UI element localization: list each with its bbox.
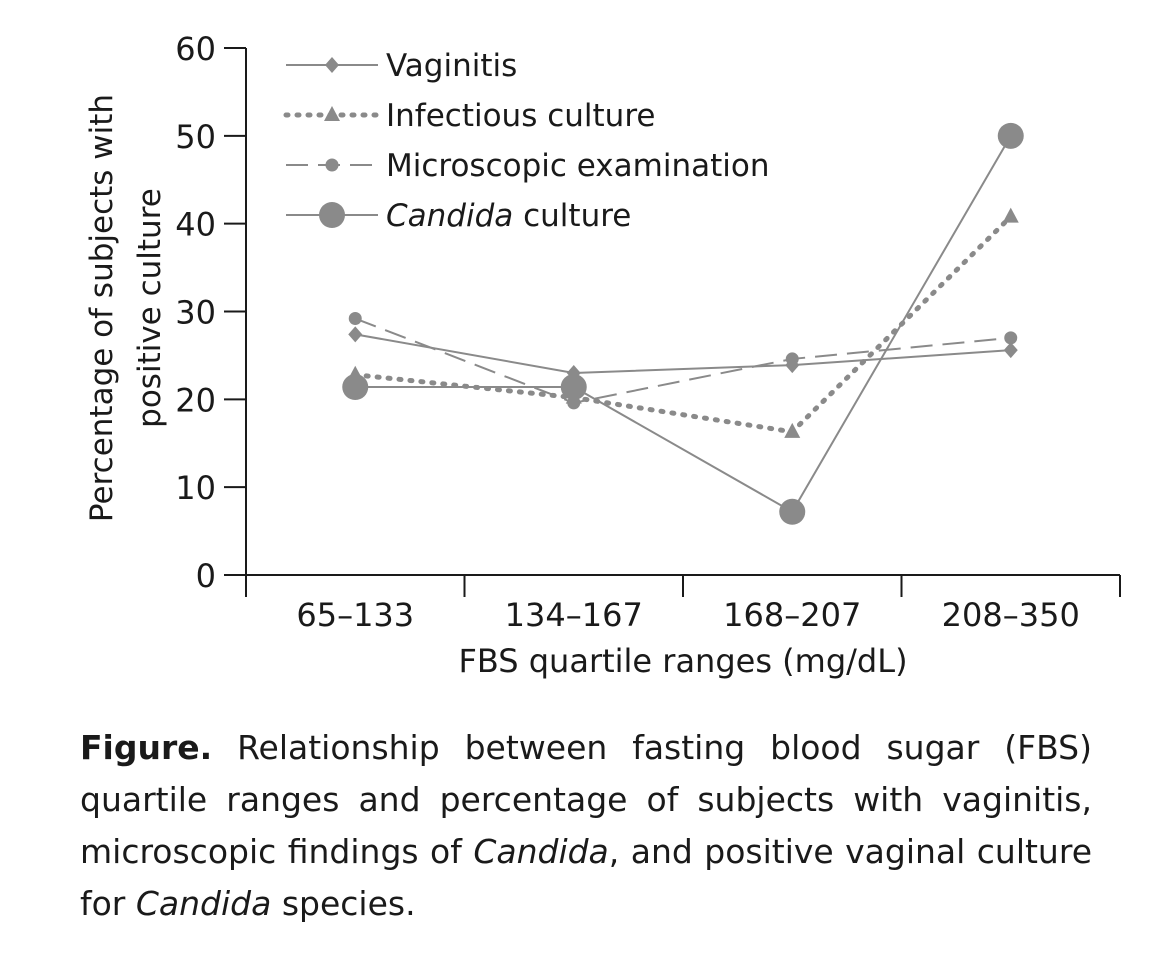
series-line — [354, 317, 1011, 404]
figure-caption: Figure. Relationship between fasting blo… — [80, 722, 1092, 930]
axes: 0 10 20 30 40 50 60 65–133 134–167 168–207 208–350 — [175, 30, 1121, 634]
data-point — [1002, 207, 1019, 223]
data-point — [348, 312, 362, 326]
legend-marker — [324, 106, 340, 121]
data-point — [348, 326, 363, 343]
x-tick-label: 134–167 — [505, 596, 643, 634]
legend-label-rest: culture — [513, 198, 631, 234]
caption-italic-2: Candida — [135, 884, 272, 923]
legend-label: Vaginitis — [386, 48, 517, 84]
y-tick-label: 20 — [175, 381, 216, 419]
series-2 — [347, 207, 1019, 438]
y-tick-label: 10 — [175, 469, 216, 507]
legend-item-2: Infectious culture — [283, 98, 655, 134]
data-point — [1004, 331, 1018, 345]
y-tick-label: 60 — [175, 30, 216, 68]
y-axis-label-line2: positive culture — [132, 188, 168, 428]
series-line — [352, 214, 1014, 435]
data-point — [560, 374, 587, 401]
legend-marker — [325, 158, 339, 172]
y-tick-label: 30 — [175, 294, 216, 332]
data-point — [785, 352, 799, 366]
legend-label: Microscopic examination — [386, 148, 770, 184]
y-tick-label: 0 — [196, 557, 216, 595]
series-layer — [342, 122, 1024, 525]
y-tick-label: 50 — [175, 118, 216, 156]
series-line — [355, 135, 1012, 514]
data-point — [784, 422, 801, 438]
data-point — [997, 122, 1024, 149]
legend-item-3: Microscopic examination — [286, 148, 770, 184]
caption-italic-1: Candida — [473, 832, 609, 871]
line-chart: 0 10 20 30 40 50 60 65–133 134–167 168–207 208–350… — [84, 30, 1121, 680]
legend-item-1: Vaginitis — [286, 48, 517, 84]
y-tick-label: 40 — [175, 206, 216, 244]
legend-marker — [325, 57, 339, 73]
caption-text-3: species. — [271, 884, 416, 923]
legend-item-4: Candida culture — [286, 198, 631, 234]
x-axis-label: FBS quartile ranges (mg/dL) — [458, 642, 907, 680]
data-point — [1003, 342, 1018, 359]
data-point — [779, 498, 806, 525]
x-tick-label: 168–207 — [723, 596, 861, 634]
legend-label: Candida culture — [386, 198, 631, 234]
caption-text-2: , and positive vaginal culture for — [80, 832, 1092, 923]
x-tick-label: 208–350 — [942, 596, 1080, 634]
series-line — [355, 333, 1011, 374]
series-4 — [342, 122, 1024, 525]
x-tick-label: 65–133 — [296, 596, 414, 634]
legend-label-italic: Candida — [386, 198, 513, 234]
data-point — [342, 374, 369, 401]
legend-marker — [319, 202, 345, 228]
y-axis-label-line1: Percentage of subjects with — [84, 94, 120, 522]
caption-label: Figure. — [80, 728, 213, 767]
legend: Vaginitis Infectious culture Microscopic e… — [283, 48, 770, 234]
legend-label: Infectious culture — [386, 98, 655, 134]
caption-text-1: Relationship between fasting blood sugar… — [80, 728, 1092, 871]
series-3 — [348, 312, 1018, 410]
